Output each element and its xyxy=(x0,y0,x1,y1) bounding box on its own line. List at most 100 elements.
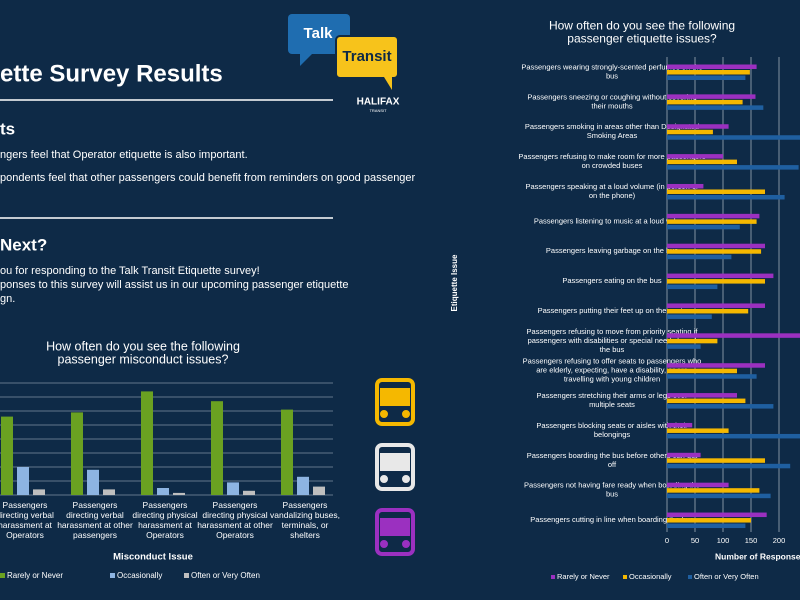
x-tick-label: 150 xyxy=(745,536,758,545)
x-axis-title: Number of Responses xyxy=(715,551,800,561)
bar xyxy=(141,391,153,495)
y-tick-label: Passengers not having fare ready when bo… xyxy=(524,481,700,499)
y-tick-label: Passengers eating on the bus xyxy=(562,276,661,285)
talk-tail xyxy=(300,54,312,66)
bar xyxy=(281,409,293,495)
bar xyxy=(667,124,729,129)
y-tick-label: Passengers boarding the bus before other… xyxy=(527,451,698,469)
bar xyxy=(667,393,737,398)
y-tick-label: Passengers refusing to make room for mor… xyxy=(518,152,705,170)
bar xyxy=(667,398,746,404)
bar xyxy=(667,183,704,189)
y-tick-label: Passengers listening to music at a loud … xyxy=(534,216,690,225)
legend-swatch xyxy=(110,573,115,578)
x-tick-label: 100 xyxy=(717,536,730,545)
bar xyxy=(71,412,83,495)
y-tick-label: Passengers refusing to move from priorit… xyxy=(527,327,699,354)
paragraph: pondents feel that other passengers coul… xyxy=(0,172,416,184)
y-tick-label: Passengers blocking seats or aisles with… xyxy=(536,421,688,439)
bar xyxy=(667,129,713,135)
bar xyxy=(667,284,718,290)
legend-label: Occasionally xyxy=(629,572,672,581)
legend-swatch xyxy=(623,575,627,579)
bar xyxy=(1,416,13,495)
y-tick-label: Passengers smoking in areas other than D… xyxy=(525,122,699,140)
x-tick-label: Passengers directing physical harassment a… xyxy=(132,500,197,540)
bar xyxy=(667,70,750,75)
bar xyxy=(667,189,765,194)
bar xyxy=(243,490,255,495)
y-axis-title: Etiquette Issue xyxy=(450,254,459,311)
bar xyxy=(667,404,774,409)
legend-swatch xyxy=(184,573,189,578)
bar xyxy=(157,488,169,495)
talk-bubble xyxy=(288,14,350,54)
y-tick-label: Passengers refusing to offer seats to pa… xyxy=(523,357,702,384)
legend-swatch xyxy=(0,573,5,578)
bar xyxy=(667,512,767,518)
bar xyxy=(667,433,800,439)
bar xyxy=(667,428,729,433)
bar xyxy=(667,463,791,469)
bus-icon xyxy=(375,443,415,491)
bar xyxy=(33,489,45,495)
bar xyxy=(667,374,757,379)
bar xyxy=(667,518,751,523)
bar xyxy=(667,493,771,499)
legend-swatch xyxy=(688,575,692,579)
bar xyxy=(667,159,737,165)
bar xyxy=(667,75,746,80)
bar xyxy=(313,486,325,495)
bar xyxy=(667,94,756,99)
x-tick-label: Passengers directing verbal harassment at … xyxy=(57,500,133,540)
bar xyxy=(667,213,760,219)
y-tick-label: Passengers putting their feet up on the … xyxy=(538,306,687,315)
bar xyxy=(667,249,762,254)
bar xyxy=(667,363,765,368)
bar xyxy=(667,344,701,349)
bar xyxy=(667,333,800,338)
bar xyxy=(667,64,757,69)
bar xyxy=(667,303,765,308)
section-heading: ts xyxy=(0,119,15,138)
page-title: ette Survey Results xyxy=(0,60,223,87)
bar xyxy=(667,482,729,488)
logo-agency: HALIFAX xyxy=(357,97,400,108)
y-tick-label: Passengers speaking at a loud volume (in… xyxy=(525,182,699,200)
legend-label: Often or Very Often xyxy=(694,572,759,581)
bar xyxy=(667,488,760,493)
x-tick-label: Passengers directing physical harassment a… xyxy=(197,500,273,540)
bar xyxy=(667,422,693,428)
paragraph: gn. xyxy=(0,293,15,305)
logo-talk: Talk xyxy=(304,25,334,42)
paragraph: ou for responding to the Talk Transit Et… xyxy=(0,265,260,277)
bar xyxy=(667,194,785,200)
bar xyxy=(211,401,223,495)
paragraph: ngers feel that Operator etiquette is al… xyxy=(0,149,248,161)
x-tick-label: Passengers vandalizing buses, terminals, o… xyxy=(270,500,340,540)
bar xyxy=(297,476,309,495)
x-tick-label: 50 xyxy=(691,536,699,545)
logo: Talk Transit HALIFAX TRANSIT xyxy=(288,14,400,113)
legend-swatch xyxy=(551,575,555,579)
transit-bubble xyxy=(335,35,399,79)
bar xyxy=(667,314,712,319)
bar xyxy=(667,154,723,159)
bar xyxy=(667,452,701,458)
y-tick-label: Passengers stretching their arms or legs… xyxy=(537,391,688,409)
chart-title: How often do you see the following passen… xyxy=(549,19,735,46)
y-tick-label: Passengers wearing strongly-scented perf… xyxy=(521,62,702,80)
y-tick-label: Passengers cutting in line when boarding… xyxy=(530,515,694,524)
bar xyxy=(87,469,99,495)
bus-icon xyxy=(375,378,415,426)
bar xyxy=(667,279,765,284)
y-tick-label: Passengers leaving garbage on the bus xyxy=(546,246,678,255)
legend-label: Rarely or Never xyxy=(557,572,610,581)
transit-tail xyxy=(384,77,392,90)
bar xyxy=(667,224,740,230)
x-tick-label: 0 xyxy=(665,536,669,545)
bar xyxy=(667,368,737,374)
bar xyxy=(667,99,743,105)
